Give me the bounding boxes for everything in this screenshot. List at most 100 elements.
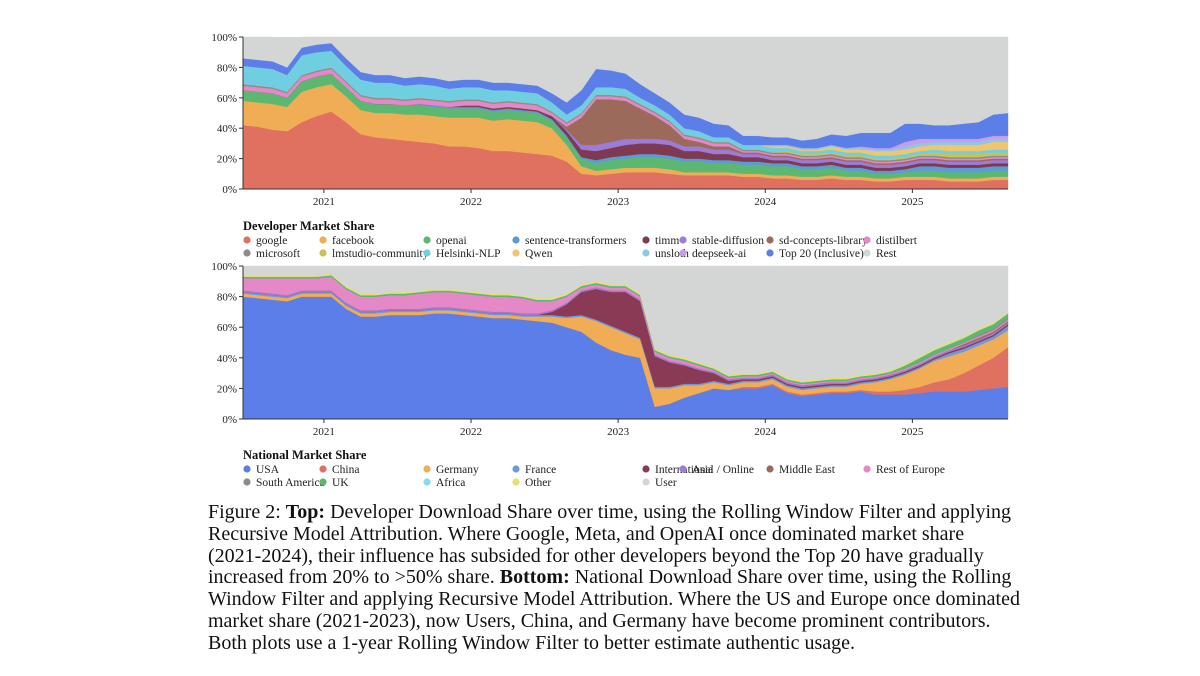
- legend-title: Developer Market Share: [243, 219, 375, 233]
- figure-caption: Figure 2: Top: Developer Download Share …: [208, 501, 1020, 655]
- legend-label: Middle East: [779, 464, 836, 476]
- legend-label: lmstudio-community: [332, 248, 429, 260]
- x-tick-label: 2024: [754, 196, 777, 208]
- x-tick-label: 2021: [313, 196, 335, 208]
- area-series-user: [242, 265, 1009, 382]
- legend-swatch: [319, 236, 327, 244]
- x-tick-label: 2023: [607, 426, 630, 438]
- caption-bottom-label: Bottom:: [499, 566, 570, 589]
- caption-top-label: Top:: [285, 501, 326, 523]
- legend-swatch: [679, 465, 687, 473]
- legend-swatch: [766, 249, 774, 257]
- legend-title: National Market Share: [243, 448, 367, 462]
- figure-charts: 0% 20% 40% 60% 80% 100% 2021 2022 2023 2024 2025 De…: [211, 32, 1009, 489]
- y-tick-label: 60%: [217, 93, 237, 105]
- y-tick-label: 40%: [217, 353, 237, 365]
- y-tick-label: 80%: [217, 62, 237, 74]
- caption-bottom-text: National Download Share over time, using…: [208, 566, 1020, 654]
- x-tick-label: 2025: [901, 196, 924, 208]
- legend-swatch: [642, 465, 650, 473]
- legend-item: timm: [642, 235, 679, 247]
- legend-swatch: [243, 465, 251, 473]
- legend-item: Top 20 (Inclusive): [766, 248, 864, 260]
- caption-top-text: Developer Download Share over time, usin…: [208, 501, 1012, 589]
- legend-item: microsoft: [243, 248, 301, 260]
- area-series-rest: [242, 36, 1009, 141]
- legend-swatch: [512, 478, 520, 486]
- legend-item: Africa: [423, 477, 465, 489]
- legend: Developer Market Share google facebook open…: [243, 219, 918, 260]
- y-tick-label: 60%: [217, 322, 237, 334]
- legend-swatch: [243, 236, 251, 244]
- legend-label: UK: [332, 477, 349, 489]
- legend-label: France: [525, 464, 556, 476]
- legend-item: China: [319, 464, 359, 476]
- legend-item: South America: [243, 477, 325, 489]
- legend-label: Other: [525, 477, 551, 489]
- legend-item: User: [642, 477, 677, 489]
- legend-label: Asia: [692, 464, 713, 476]
- legend-swatch: [423, 465, 431, 473]
- legend-item: Other: [512, 477, 551, 489]
- legend-label: Top 20 (Inclusive): [779, 248, 864, 260]
- legend-label: China: [332, 464, 359, 476]
- legend-swatch: [512, 236, 520, 244]
- x-tick-label: 2025: [901, 426, 924, 438]
- legend-item: sd-concepts-library: [766, 235, 868, 247]
- legend-swatch: [319, 249, 327, 257]
- legend-label: Qwen: [525, 248, 553, 260]
- legend-item: Middle East: [766, 464, 836, 476]
- y-tick-label: 80%: [217, 292, 237, 304]
- legend-item: Germany: [423, 464, 479, 476]
- legend-label: Helsinki-NLP: [436, 248, 501, 260]
- y-tick-label: 0%: [222, 184, 237, 196]
- legend: National Market Share USA China Germany Fran…: [243, 448, 945, 489]
- legend-swatch: [319, 478, 327, 486]
- legend-item: Helsinki-NLP: [423, 248, 501, 260]
- chart-developer: 0% 20% 40% 60% 80% 100% 2021 2022 2023 2024 2025 De…: [211, 32, 1009, 260]
- legend-item: Asia: [679, 464, 713, 476]
- legend-item: facebook: [319, 235, 374, 247]
- y-tick-label: 100%: [211, 261, 237, 273]
- y-tick-label: 40%: [217, 123, 237, 135]
- legend-item: Qwen: [512, 248, 553, 260]
- legend-label: Rest of Europe: [876, 464, 945, 476]
- legend-swatch: [863, 465, 871, 473]
- legend-swatch: [863, 236, 871, 244]
- legend-item: openai: [423, 235, 467, 247]
- legend-item: stable-diffusion: [679, 235, 764, 247]
- y-tick-label: 100%: [211, 32, 237, 44]
- legend-label: deepseek-ai: [692, 248, 746, 260]
- legend-swatch: [243, 478, 251, 486]
- legend-item: distilbert: [863, 235, 918, 247]
- legend-item: lmstudio-community: [319, 248, 429, 260]
- legend-label: google: [256, 235, 287, 247]
- legend-swatch: [642, 236, 650, 244]
- legend-item: Rest of Europe: [863, 464, 945, 476]
- legend-swatch: [512, 465, 520, 473]
- legend-item: France: [512, 464, 556, 476]
- legend-label: sd-concepts-library: [779, 235, 868, 247]
- legend-label: timm: [655, 235, 679, 247]
- legend-item: USA: [243, 464, 280, 476]
- legend-label: Rest: [876, 248, 897, 260]
- x-tick-label: 2021: [313, 426, 335, 438]
- legend-swatch: [423, 478, 431, 486]
- legend-label: South America: [256, 477, 325, 489]
- legend-label: sentence-transformers: [525, 235, 627, 247]
- legend-swatch: [423, 249, 431, 257]
- chart-national: 0% 20% 40% 60% 80% 100% 2021 2022 2023 2024 2025 Na…: [211, 261, 1009, 489]
- legend-item: International / Online: [642, 464, 754, 476]
- y-tick-label: 20%: [217, 154, 237, 166]
- y-tick-label: 0%: [222, 414, 237, 426]
- x-tick-label: 2024: [754, 426, 777, 438]
- legend-swatch: [642, 249, 650, 257]
- legend-label: International / Online: [655, 464, 754, 476]
- caption-prefix: Figure 2:: [208, 501, 286, 523]
- legend-label: openai: [436, 235, 467, 247]
- legend-swatch: [863, 249, 871, 257]
- legend-swatch: [243, 249, 251, 257]
- x-tick-label: 2022: [460, 426, 482, 438]
- legend-swatch: [512, 249, 520, 257]
- legend-label: Germany: [436, 464, 479, 476]
